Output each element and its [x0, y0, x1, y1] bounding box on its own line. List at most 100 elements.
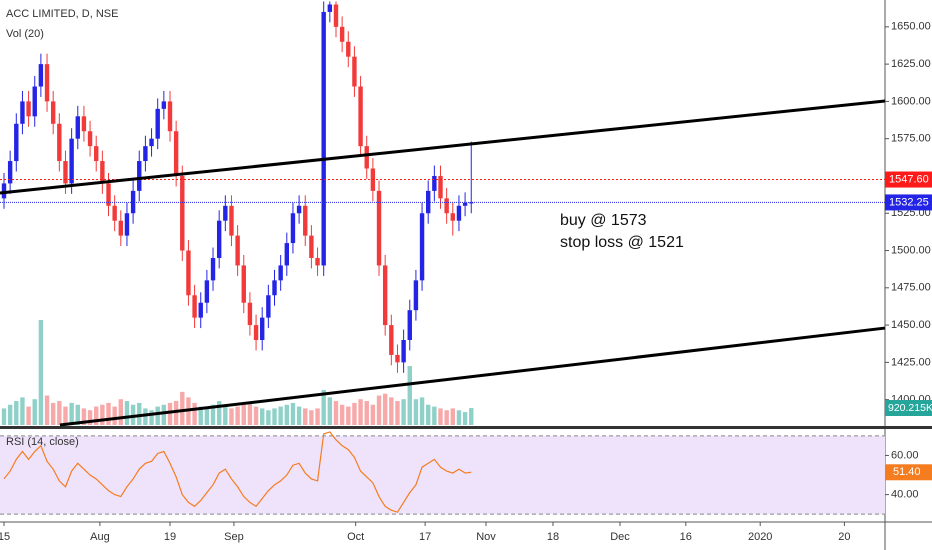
y-tick-label: 1475.00 [891, 282, 931, 294]
candle-body [303, 205, 308, 236]
candle-body [260, 317, 265, 340]
candle-body [137, 161, 142, 191]
candle-body [7, 161, 13, 184]
candle-body [149, 138, 154, 147]
volume-bar [75, 404, 80, 425]
candle-body [346, 41, 351, 57]
volume-bar [364, 401, 369, 425]
candle-body [155, 108, 160, 139]
trendline [59, 326, 886, 427]
volume-bar [204, 408, 210, 425]
candle-body [180, 175, 185, 251]
trendline [0, 99, 886, 195]
price-label: 1532.25 [889, 196, 929, 208]
volume-bar [1, 408, 7, 425]
candle-body [450, 213, 455, 221]
volume-bar [173, 401, 179, 425]
candle-body [469, 202, 474, 204]
candle-body [382, 265, 388, 326]
volume-bar [14, 401, 19, 425]
volume-bar [450, 408, 455, 425]
x-tick-label: 16 [680, 531, 692, 543]
price-label-box [885, 194, 932, 211]
volume-bar [87, 410, 93, 425]
volume-bar [469, 408, 474, 425]
candle-body [235, 235, 240, 266]
volume-bar [253, 406, 259, 425]
volume-bar [278, 406, 283, 425]
volume-bar [333, 401, 339, 425]
volume-bar [198, 406, 203, 425]
candle-body [358, 86, 363, 147]
volume-bar [426, 404, 431, 425]
rsi-last-box [885, 464, 932, 481]
volume-bar [63, 406, 68, 425]
candle-body [20, 101, 25, 124]
candle-body [81, 116, 87, 132]
candle-body [432, 175, 437, 191]
volume-bar [20, 397, 25, 425]
candle-body [296, 205, 302, 214]
candle-body [407, 310, 412, 340]
candle-body [50, 101, 56, 124]
x-tick-label: Dec [610, 531, 630, 543]
volume-bar [229, 408, 234, 425]
candle-body [290, 213, 296, 244]
volume-bar [143, 408, 148, 425]
candle-body [63, 161, 68, 184]
candle-body [284, 243, 290, 266]
volume-bar [272, 408, 277, 425]
candle-body [229, 205, 234, 236]
volume-last-box [885, 400, 932, 416]
volume-bar [167, 402, 173, 425]
volume-last-label: 920.215K [888, 402, 932, 414]
x-tick-label: 20 [838, 531, 850, 543]
volume-bar [432, 406, 437, 425]
volume-bar [401, 399, 406, 425]
volume-bar [309, 410, 314, 425]
candle-body [87, 131, 93, 147]
candle-body [321, 11, 326, 266]
volume-bar [192, 402, 197, 425]
volume-bar [223, 406, 228, 425]
rsi-tick-label: 40.00 [891, 489, 919, 501]
volume-bar [438, 408, 443, 425]
rsi-title: RSI (14, close) [6, 436, 79, 448]
volume-bar [419, 397, 425, 425]
volume-bar [210, 404, 216, 425]
volume-bar [382, 393, 388, 425]
candle-body [309, 235, 314, 258]
candle-body [223, 205, 228, 221]
candle-body [1, 183, 7, 199]
candle-body [210, 257, 216, 281]
volume-bar [50, 402, 56, 425]
candle-body [75, 116, 80, 139]
candle-body [124, 213, 130, 236]
volume-bar [407, 366, 412, 425]
volume-bar [260, 408, 265, 425]
candle-body [186, 250, 191, 296]
candle-body [143, 146, 148, 162]
annotation: buy @ 1573 [560, 212, 647, 229]
x-tick-label: Aug [90, 531, 110, 543]
volume-title: Vol (20) [6, 28, 44, 40]
annotation: stop loss @ 1521 [560, 234, 684, 251]
candle-body [462, 202, 468, 206]
volume-bar [149, 410, 154, 425]
volume-bar [327, 397, 333, 425]
x-tick-label: 18 [547, 531, 559, 543]
rsi-band [0, 435, 885, 515]
volume-bar [130, 404, 136, 425]
pane-separator [0, 426, 932, 429]
candle-body [192, 295, 197, 318]
volume-bar [339, 404, 345, 425]
candle-body [444, 198, 449, 214]
volume-bar [57, 401, 62, 425]
candle-body [173, 131, 179, 176]
volume-bar [235, 406, 240, 425]
volume-bar [303, 408, 308, 425]
volume-bar [456, 410, 462, 425]
price-label: 1547.60 [889, 173, 929, 185]
rsi-tick-label: 60.00 [891, 449, 919, 461]
